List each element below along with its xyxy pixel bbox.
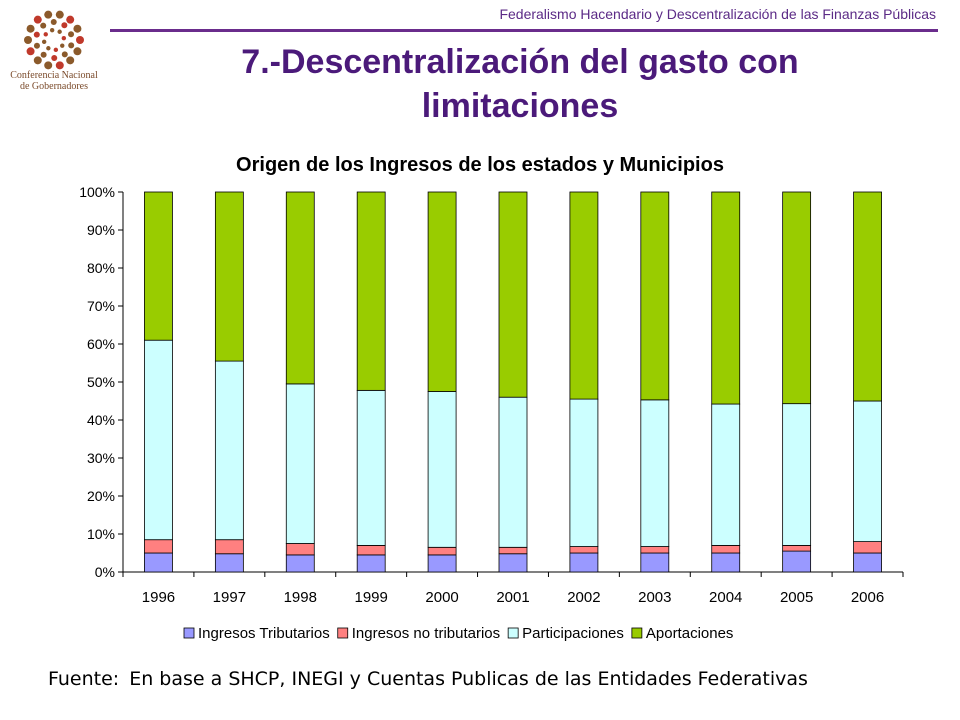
bar-segment xyxy=(144,339,173,541)
bar-segment xyxy=(853,400,882,543)
y-tick-label: 80% xyxy=(87,260,115,276)
bar-segment xyxy=(640,191,670,401)
header-text: Federalismo Hacendario y Descentralizaci… xyxy=(499,6,936,22)
bar-segment xyxy=(640,552,670,573)
bar-segment xyxy=(498,396,528,548)
bar-segment xyxy=(285,543,315,556)
bar-segment xyxy=(356,545,386,556)
source-text: En base a SHCP, INEGI y Cuentas Publicas… xyxy=(129,668,808,690)
y-tick-label: 10% xyxy=(87,526,115,542)
bar-segment xyxy=(498,191,528,398)
chart-title: Origen de los Ingresos de los estados y … xyxy=(236,154,724,176)
bar-segment xyxy=(711,545,741,554)
bar-segment xyxy=(427,191,457,392)
bar-segment xyxy=(427,546,457,556)
bar-segment xyxy=(711,552,741,573)
bar-segment xyxy=(853,541,882,554)
bar-segment xyxy=(498,553,528,573)
x-tick-label: 2001 xyxy=(496,589,529,606)
bar-segment xyxy=(427,391,457,548)
y-tick-label: 0% xyxy=(95,564,115,580)
bar-segment xyxy=(853,552,882,573)
bar-segment xyxy=(285,191,315,385)
bar-segment xyxy=(640,546,670,554)
bar-segment xyxy=(569,552,599,573)
y-tick-label: 90% xyxy=(87,222,115,238)
bar-segment xyxy=(214,553,244,573)
bar-segment xyxy=(782,191,812,405)
logo-caption-line1: Conferencia Nacional xyxy=(10,70,98,81)
logo-caption: Conferencia Nacional de Gobernadores xyxy=(2,70,106,92)
x-tick-label: 1997 xyxy=(213,589,246,606)
slide-title-line2: limitaciones xyxy=(421,87,619,125)
bar-segment xyxy=(569,191,599,400)
x-tick-label: 2002 xyxy=(567,589,600,606)
bar-segment xyxy=(782,545,812,552)
y-tick-label: 50% xyxy=(87,374,115,390)
bar-segment xyxy=(711,191,741,405)
bar-segment xyxy=(427,554,457,573)
x-tick-label: 1996 xyxy=(142,589,175,606)
slide-title: 7.-Descentralización del gasto con limit… xyxy=(160,40,880,128)
conferencia-logo-icon xyxy=(24,10,84,70)
bar-segment xyxy=(285,383,315,544)
source-label: Fuente: xyxy=(48,668,120,690)
bar-segment xyxy=(214,191,244,362)
legend-label: Ingresos Tributarios xyxy=(198,625,330,642)
slide-title-line1: 7.-Descentralización del gasto con xyxy=(241,43,799,81)
bar-segment xyxy=(144,552,173,573)
bar-segment xyxy=(782,403,812,546)
y-tick-label: 70% xyxy=(87,298,115,314)
x-tick-label: 2003 xyxy=(638,589,671,606)
bar-segment xyxy=(356,191,386,391)
legend-swatch xyxy=(631,627,643,639)
bar-segment xyxy=(144,191,173,341)
bar-segment xyxy=(782,550,812,573)
logo-caption-line2: de Gobernadores xyxy=(19,81,89,92)
bar-segment xyxy=(144,539,173,554)
bar-segment xyxy=(356,554,386,573)
legend-swatch xyxy=(507,627,519,639)
legend-swatch xyxy=(183,627,195,639)
bar-segment xyxy=(285,554,315,573)
legend-label: Aportaciones xyxy=(646,625,734,642)
legend-swatch xyxy=(337,627,349,639)
bar-segment xyxy=(711,403,741,546)
bar-segment xyxy=(569,546,599,554)
y-tick-label: 20% xyxy=(87,488,115,504)
y-tick-label: 60% xyxy=(87,336,115,352)
x-tick-label: 2005 xyxy=(780,589,813,606)
bar-segment xyxy=(498,546,528,555)
bar-segment xyxy=(853,191,882,402)
header-divider xyxy=(110,29,938,32)
y-tick-label: 40% xyxy=(87,412,115,428)
source-note: Fuente: En base a SHCP, INEGI y Cuentas P… xyxy=(48,668,808,690)
stacked-bar-chart: Origen de los Ingresos de los estados y … xyxy=(79,154,904,642)
x-tick-label: 2000 xyxy=(425,589,458,606)
x-tick-label: 1999 xyxy=(354,589,387,606)
x-tick-label: 2006 xyxy=(851,589,884,606)
y-tick-label: 30% xyxy=(87,450,115,466)
legend-label: Ingresos no tributarios xyxy=(352,625,500,642)
legend-label: Participaciones xyxy=(522,625,624,642)
bar-segment xyxy=(356,389,386,546)
bar-segment xyxy=(214,539,244,555)
bar-segment xyxy=(214,360,244,541)
bar-segment xyxy=(640,399,670,547)
y-tick-label: 100% xyxy=(79,184,115,200)
x-tick-label: 1998 xyxy=(284,589,317,606)
bar-segment xyxy=(569,398,599,547)
x-tick-label: 2004 xyxy=(709,589,742,606)
